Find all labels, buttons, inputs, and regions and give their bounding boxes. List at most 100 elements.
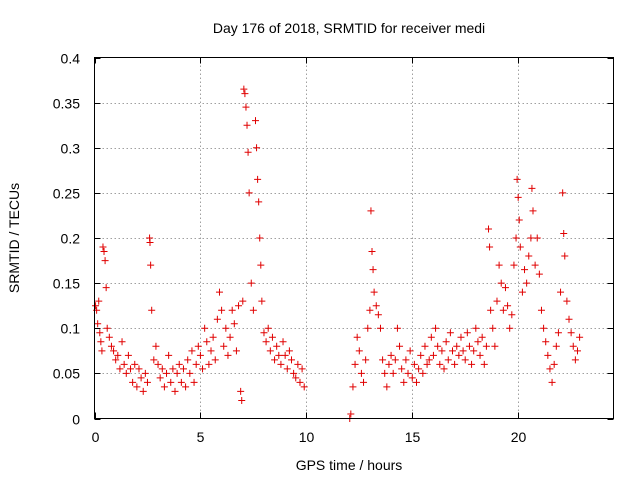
y-tick-label: 0: [72, 412, 80, 428]
data-point: [561, 252, 569, 260]
data-point: [468, 360, 476, 368]
data-point: [137, 374, 145, 382]
data-point: [461, 356, 469, 364]
data-point: [385, 360, 393, 368]
data-point: [417, 351, 425, 359]
data-point: [368, 248, 376, 256]
data-point: [552, 342, 560, 350]
data-point: [182, 383, 190, 391]
data-point: [175, 360, 183, 368]
data-point: [192, 360, 200, 368]
data-point: [415, 365, 423, 373]
data-point: [213, 315, 221, 323]
data-point: [485, 225, 493, 233]
data-point: [457, 333, 465, 341]
x-tick-label: 10: [299, 429, 315, 445]
data-point: [300, 383, 308, 391]
data-point: [179, 365, 187, 373]
data-point: [143, 378, 151, 386]
data-point: [268, 333, 276, 341]
data-point: [449, 347, 457, 355]
data-point: [480, 360, 488, 368]
data-point: [376, 324, 384, 332]
data-point: [102, 284, 110, 292]
data-point: [521, 266, 529, 274]
data-point: [141, 369, 149, 377]
data-point: [429, 351, 437, 359]
data-point: [110, 347, 118, 355]
data-point: [347, 410, 355, 418]
data-point: [374, 311, 382, 319]
data-point: [565, 315, 573, 323]
data-point: [453, 342, 461, 350]
data-point: [194, 342, 202, 350]
data-point: [238, 396, 246, 404]
data-point: [387, 351, 395, 359]
y-tick-label: 0.15: [53, 276, 80, 292]
data-point: [465, 342, 473, 350]
data-point: [446, 329, 454, 337]
data-point: [442, 338, 450, 346]
data-point: [412, 378, 420, 386]
data-point: [518, 288, 526, 296]
data-point: [571, 356, 579, 364]
data-point: [253, 144, 261, 152]
data-point: [257, 261, 265, 269]
data-point: [379, 356, 387, 364]
data-point: [491, 342, 499, 350]
data-point: [264, 324, 272, 332]
data-point: [277, 360, 285, 368]
data-point: [112, 356, 120, 364]
data-point: [228, 306, 236, 314]
data-point: [273, 342, 281, 350]
data-point: [146, 239, 154, 247]
data-point: [419, 369, 427, 377]
y-tick-label: 0.05: [53, 366, 80, 382]
data-point: [459, 347, 467, 355]
data-point: [349, 383, 357, 391]
data-point: [402, 356, 410, 364]
data-point: [357, 369, 365, 377]
data-point: [360, 378, 368, 386]
y-tick-label: 0.2: [61, 231, 81, 247]
data-point: [240, 85, 248, 93]
data-point: [451, 360, 459, 368]
data-point: [103, 324, 111, 332]
data-point: [463, 329, 471, 337]
data-point: [398, 365, 406, 373]
data-point: [355, 347, 363, 355]
data-point: [92, 302, 100, 310]
data-point: [199, 365, 207, 373]
data-points: [92, 85, 584, 422]
data-point: [432, 324, 440, 332]
data-point: [513, 175, 521, 183]
y-tick-label: 0.1: [61, 321, 81, 337]
data-point: [235, 302, 243, 310]
data-point: [133, 383, 141, 391]
data-point: [139, 387, 147, 395]
data-point: [94, 320, 102, 328]
data-point: [95, 297, 103, 305]
data-point: [190, 378, 198, 386]
data-point: [504, 302, 512, 310]
data-point: [232, 347, 240, 355]
data-point: [482, 342, 490, 350]
data-point: [557, 288, 565, 296]
data-point: [408, 374, 416, 382]
data-point: [559, 189, 567, 197]
data-point: [262, 338, 270, 346]
data-point: [489, 324, 497, 332]
data-point: [546, 365, 554, 373]
data-point: [163, 369, 171, 377]
axis-ticks: 0 0.05 0.1 0.15 0.2 0.25 0.3 0.35 0.4 0 5 10 15 20: [53, 51, 614, 445]
x-tick-label: 0: [92, 429, 100, 445]
data-point: [218, 306, 226, 314]
data-point: [135, 365, 143, 373]
data-point: [184, 356, 192, 364]
data-point: [434, 342, 442, 350]
data-point: [381, 369, 389, 377]
data-point: [160, 383, 168, 391]
data-point: [122, 369, 130, 377]
data-point: [535, 270, 543, 278]
data-point: [576, 333, 584, 341]
